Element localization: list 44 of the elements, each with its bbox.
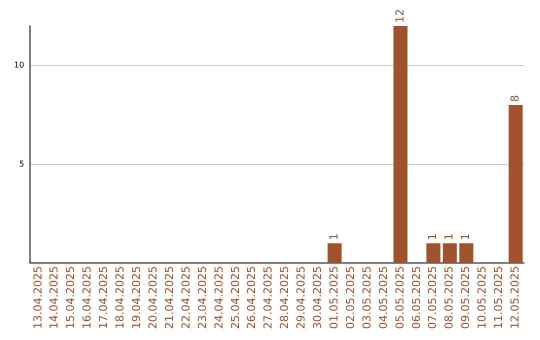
bar <box>442 243 457 264</box>
bar <box>459 243 474 264</box>
x-tick-label: 18.04.2025 <box>114 266 127 330</box>
x-tick-label: 15.04.2025 <box>64 266 78 330</box>
x-tick-label: 08.05.2025 <box>442 266 456 330</box>
x-tick-label: 29.04.2025 <box>294 266 308 330</box>
data-label: 8 <box>508 95 522 102</box>
x-tick-label: 22.04.2025 <box>179 266 192 330</box>
data-label: 1 <box>442 233 456 240</box>
x-tick-label: 19.04.2025 <box>130 266 144 330</box>
bar <box>328 243 342 264</box>
x-tick-label: 24.04.2025 <box>212 266 226 330</box>
x-tick-label: 05.05.2025 <box>393 266 406 330</box>
x-tick-label: 12.05.2025 <box>508 266 522 330</box>
x-tick-label: 01.05.2025 <box>327 266 340 330</box>
x-tick-label: 13.04.2025 <box>31 266 44 330</box>
x-tick-label: 20.04.2025 <box>146 266 160 330</box>
x-tick-label: 30.04.2025 <box>311 266 324 330</box>
x-tick-label: 17.04.2025 <box>97 266 110 330</box>
data-label: 1 <box>459 233 472 240</box>
bar <box>426 243 440 264</box>
bar <box>508 105 523 264</box>
data-label: 1 <box>426 233 440 240</box>
x-tick-label: 25.04.2025 <box>228 266 242 330</box>
data-label: 12 <box>393 9 406 23</box>
x-tick-label: 02.05.2025 <box>344 266 357 330</box>
x-tick-label: 27.04.2025 <box>262 266 275 330</box>
x-tick-label: 06.05.2025 <box>410 266 423 330</box>
x-tick-label: 09.05.2025 <box>459 266 472 330</box>
x-tick-label: 11.05.2025 <box>492 266 506 330</box>
y-tick-label: 10 <box>14 60 24 70</box>
y-tick-label: 5 <box>19 159 24 168</box>
x-tick-label: 28.04.2025 <box>278 266 292 330</box>
x-tick-label: 21.04.2025 <box>162 266 176 330</box>
x-tick-label: 16.04.2025 <box>80 266 94 330</box>
x-tick-label: 14.04.2025 <box>48 266 61 330</box>
x-tick-label: 04.05.2025 <box>376 266 390 330</box>
x-tick-label: 07.05.2025 <box>426 266 440 330</box>
x-tick-label: 03.05.2025 <box>360 266 374 330</box>
bar <box>393 26 408 264</box>
data-label: 1 <box>327 233 340 240</box>
x-tick-label: 26.04.2025 <box>245 266 258 330</box>
x-tick-label: 23.04.2025 <box>196 266 209 330</box>
x-tick-label: 10.05.2025 <box>476 266 489 330</box>
